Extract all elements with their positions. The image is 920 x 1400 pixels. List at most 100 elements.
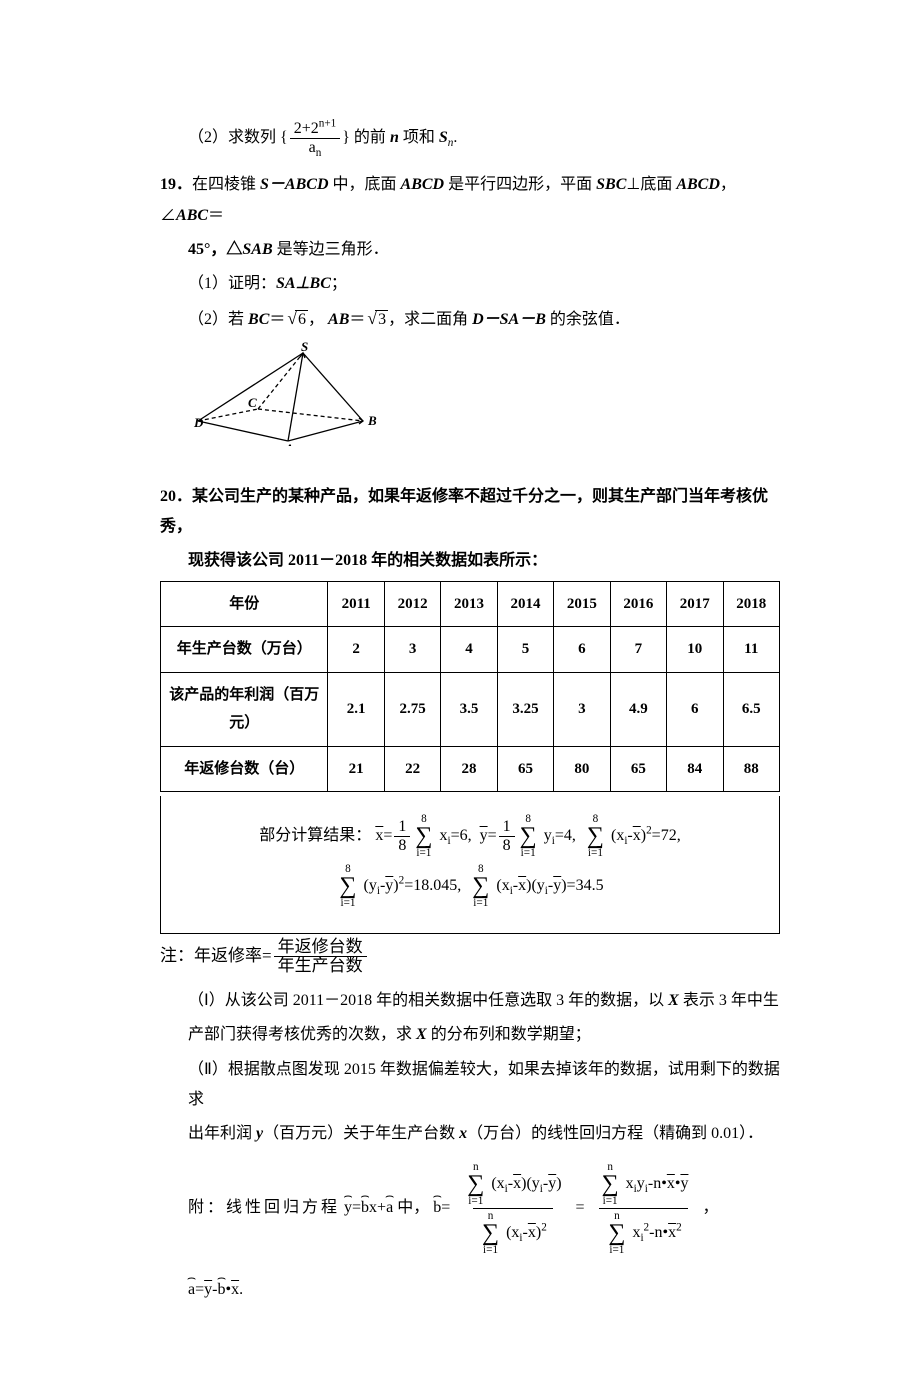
eq: =72, xyxy=(652,827,681,844)
sigma-icon: 8∑i=1 xyxy=(472,864,489,908)
q20-part2-line1: （Ⅱ）根据散点图发现 2015 年数据偏差较大，如果去掉该年的数据，试用剩下的数… xyxy=(160,1055,780,1116)
t: 是等边三角形． xyxy=(273,241,389,258)
eq: =4, xyxy=(555,827,576,844)
t: 的分布列和数学期望； xyxy=(427,1026,591,1043)
td: 6.5 xyxy=(723,672,779,746)
ybar: y xyxy=(385,877,393,894)
td: 年返修台数（台） xyxy=(161,746,328,792)
td: 88 xyxy=(723,746,779,792)
t: （1）证明： xyxy=(188,275,276,292)
frac-den: a xyxy=(309,139,316,156)
t: （2）若 xyxy=(188,311,248,328)
frac-num: 2+2 xyxy=(294,120,319,137)
eq: =34.5 xyxy=(567,877,604,894)
t: 某公司生产的某种产品，如果年返修率不超过千分之一，则其生产部门当年考核优秀， xyxy=(160,488,768,535)
th: 2011 xyxy=(328,581,384,627)
td: 2 xyxy=(328,627,384,673)
td: 21 xyxy=(328,746,384,792)
td: 3 xyxy=(384,627,440,673)
xbar: x xyxy=(633,827,641,844)
t: ABCD xyxy=(401,176,445,193)
bhat-frac2: n∑i=1 xiyi-n•x•y n∑i=1 xi2-n•x2 xyxy=(593,1160,695,1257)
t: （万台）的线性回归方程（精确到 0.01）． xyxy=(467,1125,763,1142)
t: SAB xyxy=(242,241,272,258)
td: 65 xyxy=(610,746,666,792)
d: 8 xyxy=(499,836,515,855)
yhat: y xyxy=(344,1193,352,1223)
ybar: y xyxy=(480,827,488,844)
frac-den-sub: n xyxy=(316,147,322,159)
note-label: 注： xyxy=(160,946,194,965)
yi: y xyxy=(369,877,377,894)
q20-part1-line1: （Ⅰ）从该公司 2011－2018 年的相关数据中任意选取 3 年的数据，以 X… xyxy=(160,986,780,1016)
table-row: 该产品的年利润（百万元） 2.1 2.75 3.5 3.25 3 4.9 6 6… xyxy=(161,672,780,746)
sigma-icon: 8∑i=1 xyxy=(520,814,537,858)
ybar: y xyxy=(553,877,561,894)
sigma-icon: n∑i=1 xyxy=(467,1162,484,1206)
t: BC xyxy=(248,311,269,328)
rad: 6 xyxy=(295,310,308,328)
sigma-icon: 8∑i=1 xyxy=(415,814,432,858)
t: （百万元）关于年生产台数 xyxy=(263,1125,459,1142)
td: 84 xyxy=(667,746,723,792)
t: ， xyxy=(308,311,324,328)
brace-close: } xyxy=(342,129,350,146)
t: ＝ xyxy=(208,207,224,224)
t: 表示 3 年中生 xyxy=(679,992,779,1009)
t: 产部门获得考核优秀的次数，求 xyxy=(188,1026,416,1043)
ahat: a xyxy=(188,1275,195,1305)
t: D－SA－B xyxy=(472,311,546,328)
td: 22 xyxy=(384,746,440,792)
td: 10 xyxy=(667,627,723,673)
q18-suffix-b: 项和 xyxy=(399,129,439,146)
td: 5 xyxy=(497,627,553,673)
note-lhs: 年返修率= xyxy=(194,946,272,965)
bhat: b xyxy=(361,1193,369,1223)
bhat: b xyxy=(217,1275,225,1305)
period: . xyxy=(239,1281,243,1298)
sub: i xyxy=(377,885,380,897)
td: 年生产台数（万台） xyxy=(161,627,328,673)
table-row: 年生产台数（万台） 2 3 4 5 6 7 10 11 xyxy=(161,627,780,673)
x: x xyxy=(459,1125,467,1142)
bhat: b xyxy=(433,1193,441,1223)
q20-note: 注：年返修率=年返修台数年生产台数 xyxy=(160,938,780,976)
q18-part2: （2）求数列 { 2+2n+1 an } 的前 n 项和 Sn. xyxy=(160,120,780,156)
t: （Ⅰ）从该公司 2011－2018 年的相关数据中任意选取 3 年的数据，以 xyxy=(188,992,668,1009)
calc-label: 部分计算结果： xyxy=(259,827,371,844)
q18-frac: 2+2n+1 an xyxy=(290,120,341,156)
sigma-icon: n∑i=1 xyxy=(602,1162,619,1206)
td: 3.25 xyxy=(497,672,553,746)
q19-number: 19． xyxy=(160,176,192,193)
q20-stem2: 现获得该公司 2011－2018 年的相关数据如表所示： xyxy=(160,546,780,576)
t: 出年利润 xyxy=(188,1125,256,1142)
lbl-A: A xyxy=(284,441,294,446)
t: 是平行四边形，平面 xyxy=(444,176,596,193)
rad: 3 xyxy=(375,310,388,328)
q18-suffix-a: 的前 xyxy=(354,129,390,146)
th: 2018 xyxy=(723,581,779,627)
xbar: x xyxy=(375,827,383,844)
den: 年生产台数 xyxy=(274,956,367,976)
comma: ， xyxy=(702,1193,718,1223)
bhat-frac1: n∑i=1 (xi-x)(yi-y) n∑i=1 (xi-x)2 xyxy=(458,1160,567,1257)
lbl-D: D xyxy=(193,415,204,430)
q19: 19．在四棱锥 S－ABCD 中，底面 ABCD 是平行四边形，平面 SBC⊥底… xyxy=(160,170,780,467)
formula-lead: 附：线性回归方程 xyxy=(188,1193,340,1223)
td: 7 xyxy=(610,627,666,673)
n: 1 xyxy=(499,818,515,836)
td: 2.1 xyxy=(328,672,384,746)
td: 3.5 xyxy=(441,672,497,746)
t: AB xyxy=(328,311,349,328)
t: 45°，△ xyxy=(188,241,242,258)
th: 2012 xyxy=(384,581,440,627)
sub: i xyxy=(624,835,627,847)
X: X xyxy=(668,992,679,1009)
X: X xyxy=(416,1026,427,1043)
t: ABCD xyxy=(676,176,720,193)
t: ABC xyxy=(176,207,208,224)
xbar: x xyxy=(518,877,526,894)
sigma-icon: n∑i=1 xyxy=(608,1211,625,1255)
q19-part2: （2）若 BC＝6， AB＝3，求二面角 D－SA－B 的余弦值． xyxy=(160,302,780,335)
q18-period: . xyxy=(453,129,457,146)
